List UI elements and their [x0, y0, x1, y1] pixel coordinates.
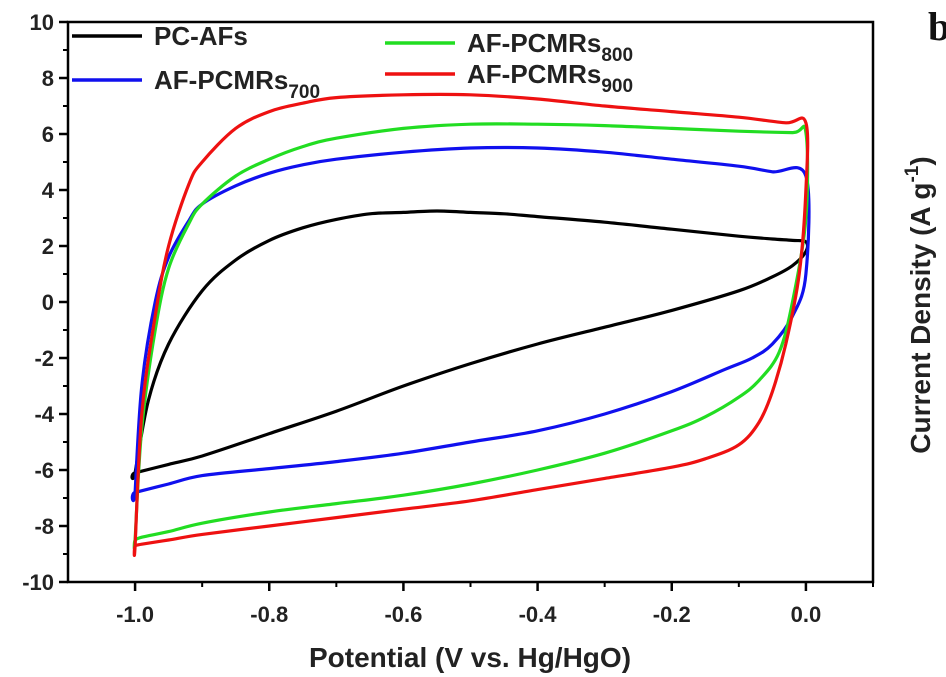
y-tick-label: -2: [34, 346, 54, 371]
legend-label: PC-AFs: [154, 21, 248, 51]
x-axis-title: Potential (V vs. Hg/HgO): [309, 642, 631, 673]
legend-label-name: AF-PCMRs: [154, 65, 288, 95]
y-axis-title-main: Current Density (A g: [905, 183, 936, 454]
legend-label: AF-PCMRs800: [467, 28, 633, 66]
series-line-0: [130, 209, 810, 481]
y-tick-label: 0: [42, 290, 54, 315]
y-tick-label: -4: [34, 402, 54, 427]
legend-label-name: PC-AFs: [154, 21, 248, 51]
y-tick-label: -6: [34, 458, 54, 483]
y-tick-label: 10: [30, 10, 54, 35]
y-axis-title: Current Density (A g-1): [902, 156, 936, 453]
legend-label-name: AF-PCMRs: [467, 59, 601, 89]
svg-text:Current Density (A g-1): Current Density (A g-1): [902, 156, 936, 453]
y-axis-title-close: ): [905, 156, 936, 165]
y-axis-ticks: 10 8 6 4 2 0 -2 -4 -6 -8 -10: [22, 10, 68, 595]
legend-label: AF-PCMRs700: [154, 65, 320, 103]
y-axis-title-sup: -1: [902, 165, 923, 182]
series-layer: [130, 92, 811, 557]
legend-label-subscript: 700: [288, 82, 320, 103]
plot-frame: [66, 20, 875, 584]
x-tick-label: -1.0: [116, 602, 154, 627]
y-tick-label: 6: [42, 122, 54, 147]
plot-area: [66, 20, 875, 584]
y-tick-label: 8: [42, 66, 54, 91]
legend-label-subscript: 900: [601, 76, 633, 97]
legend-label-subscript: 800: [601, 45, 633, 66]
x-tick-label: -0.4: [519, 602, 558, 627]
y-tick-label: 4: [42, 178, 55, 203]
x-tick-label: -0.8: [250, 602, 288, 627]
y-tick-label: -8: [34, 514, 54, 539]
legend-label: AF-PCMRs900: [467, 59, 633, 97]
panel-label: b: [928, 4, 946, 49]
x-tick-label: 0.0: [791, 602, 822, 627]
x-tick-label: -0.6: [384, 602, 422, 627]
x-axis-ticks: -1.0 -0.8 -0.6 -0.4 -0.2 0.0: [116, 582, 874, 627]
series-line-1: [130, 145, 811, 503]
legend-label-name: AF-PCMRs: [467, 28, 601, 58]
x-tick-label: -0.2: [653, 602, 691, 627]
y-tick-label: -10: [22, 570, 54, 595]
y-tick-label: 2: [42, 234, 54, 259]
series-line-3: [132, 92, 810, 557]
